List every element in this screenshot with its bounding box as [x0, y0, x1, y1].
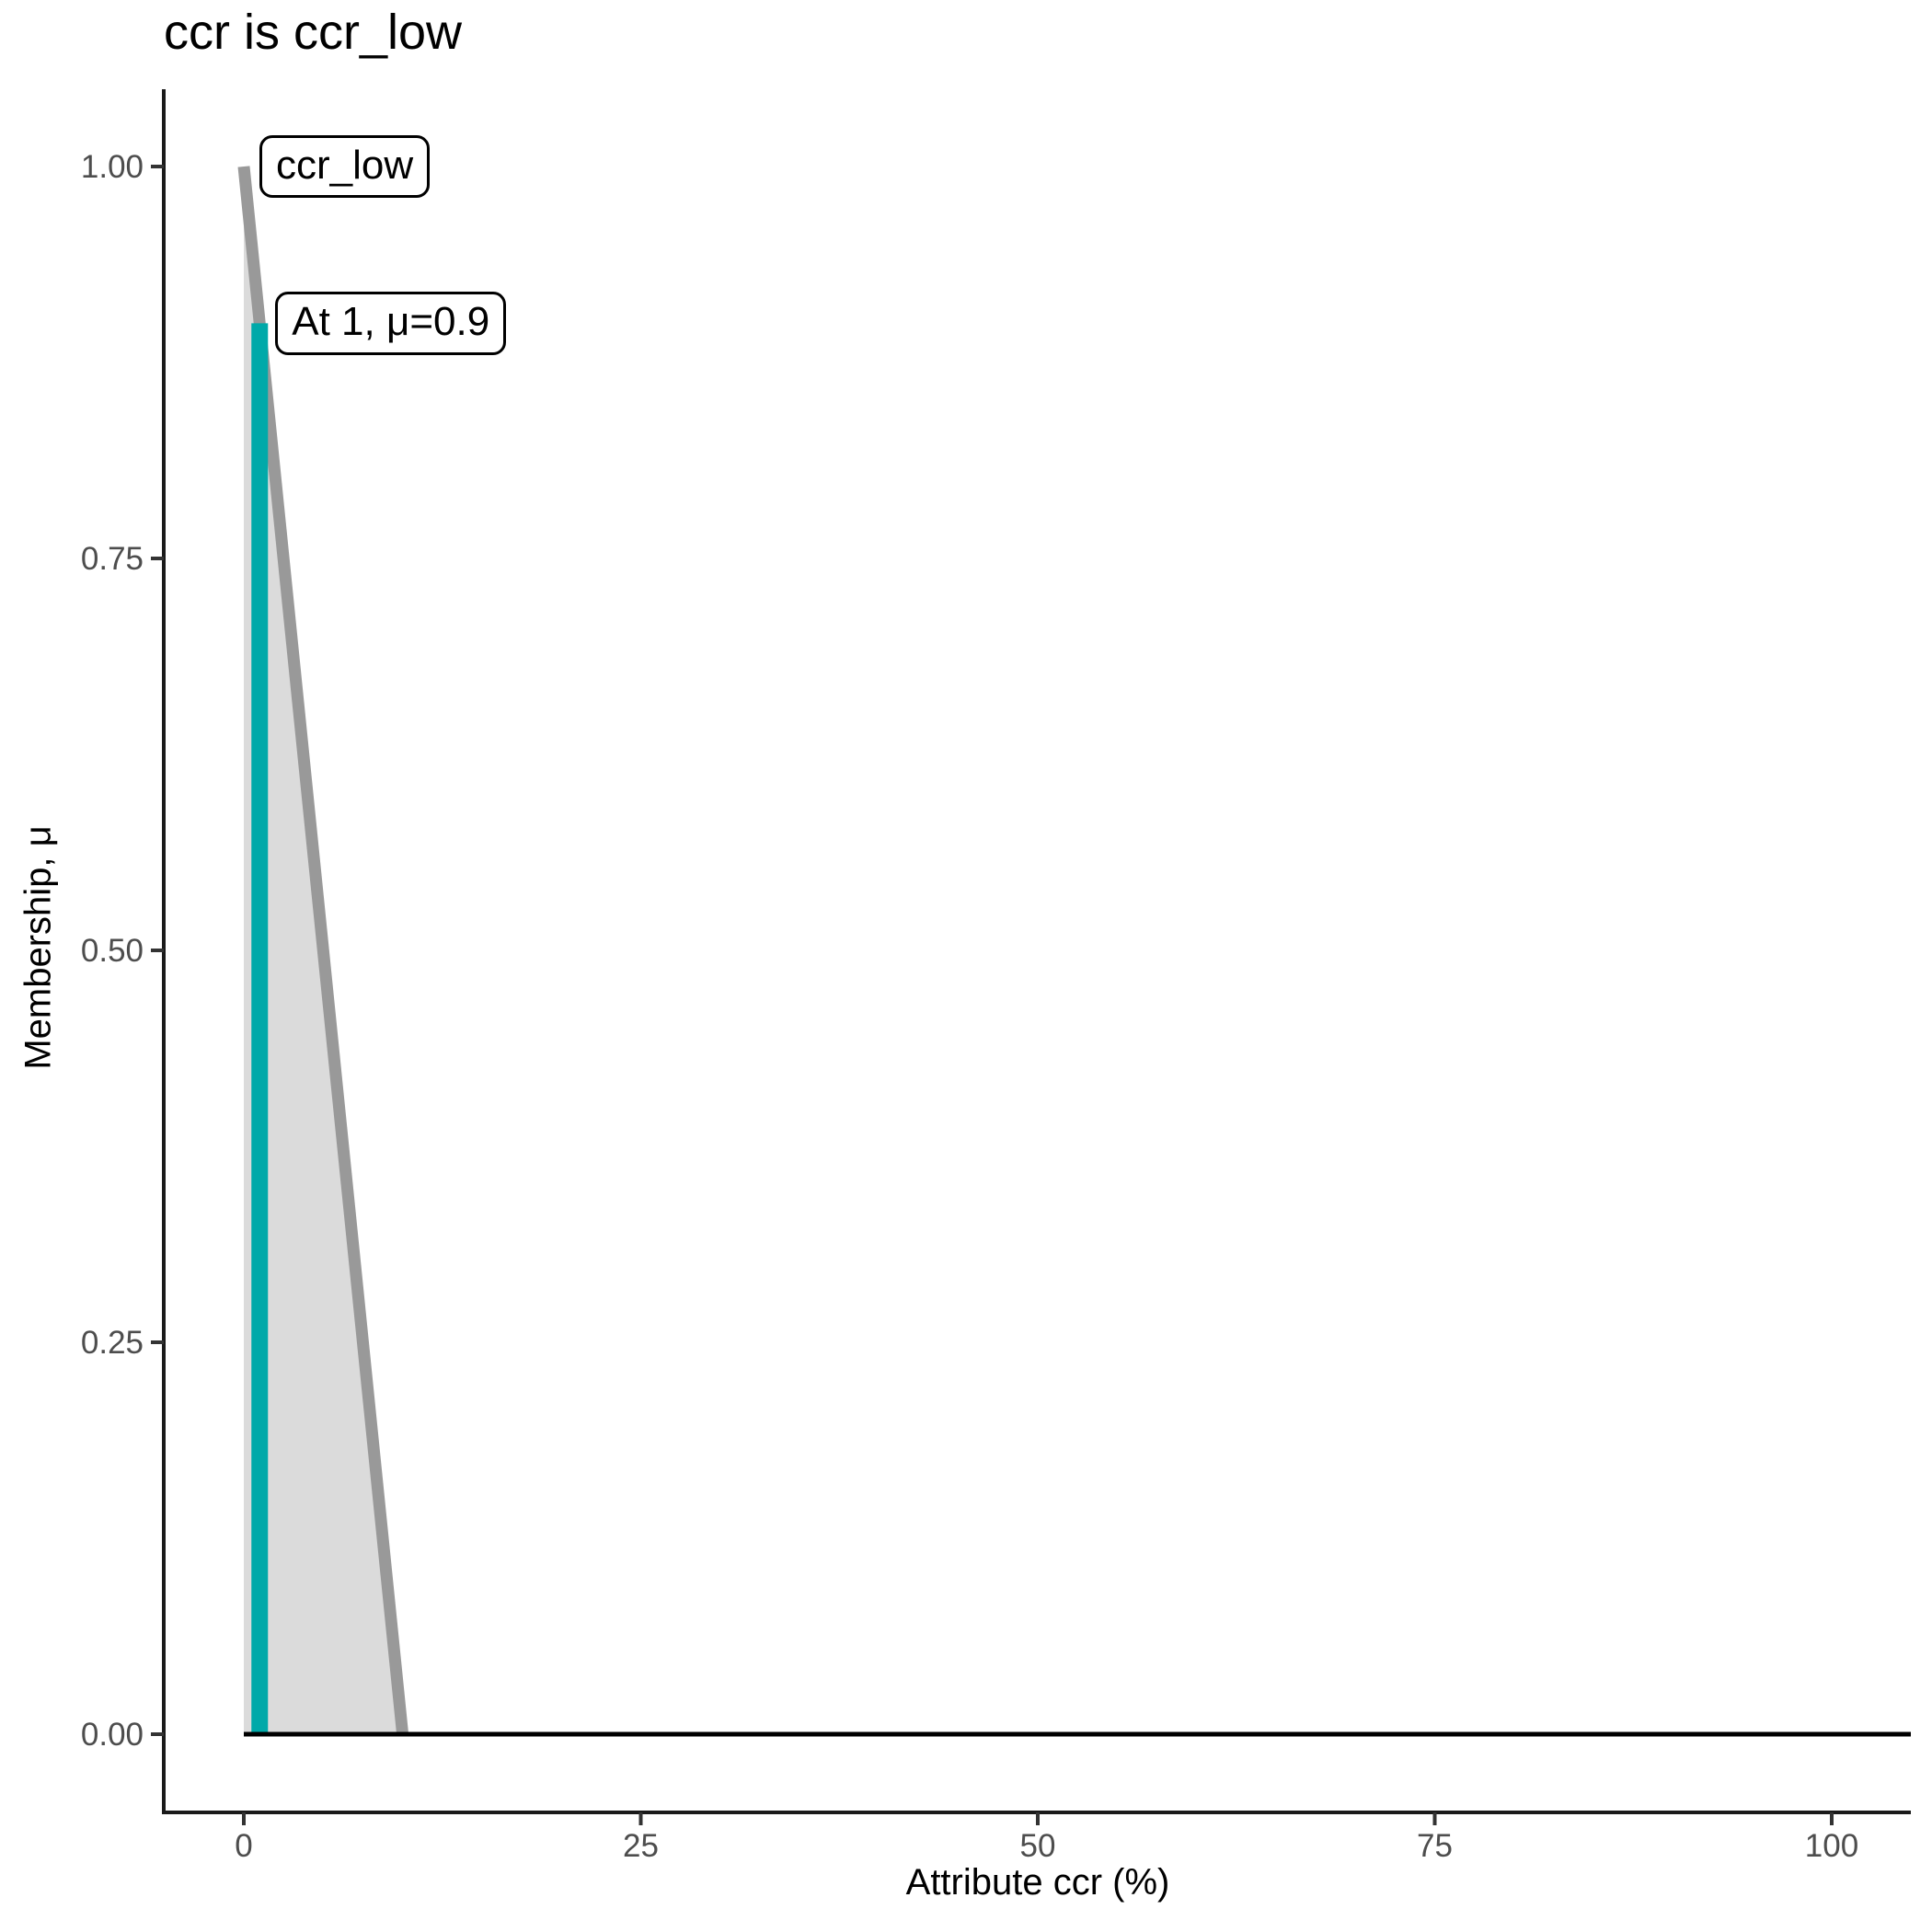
point-label-box: At 1, μ=0.9 [275, 292, 507, 355]
x-tick-label: 50 [1020, 1828, 1056, 1864]
x-tick-label: 25 [623, 1828, 659, 1864]
x-axis-ticks: 0 25 50 75 100 [235, 1812, 1858, 1864]
set-label-box: ccr_low [259, 135, 431, 199]
x-tick-label: 0 [235, 1828, 252, 1864]
x-tick-label: 75 [1417, 1828, 1453, 1864]
y-tick-label: 0.50 [81, 933, 144, 969]
y-tick-label: 1.00 [81, 149, 144, 185]
point-label-text: At 1, μ=0.9 [292, 299, 490, 345]
x-tick-label: 100 [1805, 1828, 1858, 1864]
set-label-text: ccr_low [276, 143, 414, 188]
y-tick-label: 0.00 [81, 1717, 144, 1753]
y-tick-label: 0.75 [81, 541, 144, 577]
x-axis-title: Attribute ccr (%) [905, 1862, 1170, 1903]
chart-title: ccr is ccr_low [164, 5, 463, 60]
y-axis-ticks: 0.00 0.25 0.50 0.75 1.00 [81, 149, 164, 1753]
membership-line [237, 166, 409, 1735]
y-tick-label: 0.25 [81, 1325, 144, 1361]
